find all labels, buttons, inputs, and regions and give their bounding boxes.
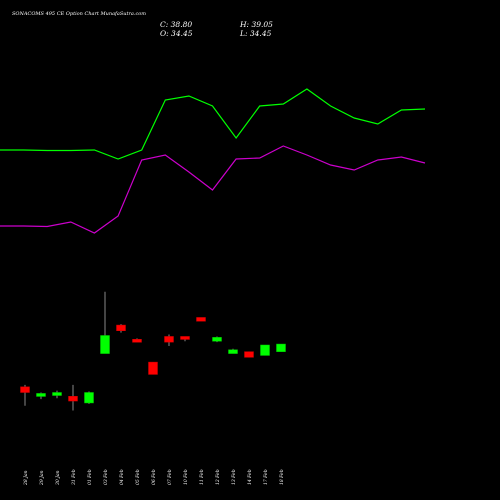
candle-body (228, 349, 238, 354)
x-tick-label: 31 Feb (71, 469, 77, 485)
chart-title: SONACOMS 495 CE Option Chart MunafaSutra… (12, 11, 147, 17)
x-tick-label: 11 Feb (199, 469, 205, 485)
overlay-lines (0, 88, 426, 234)
x-tick-label: 05 Feb (135, 469, 141, 485)
x-tick-label: 29 Jan (39, 470, 45, 486)
candle-body (244, 351, 254, 358)
open-value: O: 34.45 (160, 29, 193, 38)
x-tick-label: 17 Feb (263, 469, 269, 485)
x-axis-labels: 28 Jan 29 Jan 30 Jan 31 Feb 01 Feb 03 Feb 04 F… (23, 469, 285, 486)
candle-body (260, 344, 270, 356)
candle-body (148, 361, 158, 375)
candle-body (276, 343, 286, 352)
x-tick-label: 03 Feb (103, 469, 109, 485)
close-value: C: 38.80 (160, 20, 193, 29)
candle-body (68, 396, 78, 402)
candle-body (180, 336, 190, 340)
candle-body (212, 337, 222, 342)
candle-body (164, 336, 174, 343)
candle-body (36, 393, 46, 397)
overlay-line (0, 88, 426, 160)
overlay-line (0, 145, 426, 234)
x-tick-label: 06 Feb (151, 469, 157, 485)
high-value: H: 39.05 (240, 20, 273, 29)
candle-body (100, 335, 110, 354)
x-tick-label: 01 Feb (87, 469, 93, 485)
x-tick-label: 28 Jan (23, 470, 29, 486)
x-tick-label: 10 Feb (183, 469, 189, 485)
x-tick-label: 12 Feb (215, 469, 221, 485)
candle-body (52, 392, 62, 396)
x-tick-label: 18 Feb (279, 469, 285, 485)
candle-body (196, 317, 206, 322)
x-tick-label: 04 Feb (119, 469, 125, 485)
candle-bodies (20, 317, 286, 404)
candle-body (20, 386, 30, 393)
low-value: L: 34.45 (240, 29, 272, 38)
x-tick-label: 07 Feb (167, 469, 173, 485)
x-tick-label: 13 Feb (231, 469, 237, 485)
candle-body (84, 392, 94, 404)
candle-body (132, 339, 142, 343)
candle-wicks (24, 291, 282, 411)
x-tick-label: 30 Jan (55, 470, 61, 485)
x-tick-label: 14 Feb (247, 469, 253, 485)
candle-body (116, 324, 126, 331)
